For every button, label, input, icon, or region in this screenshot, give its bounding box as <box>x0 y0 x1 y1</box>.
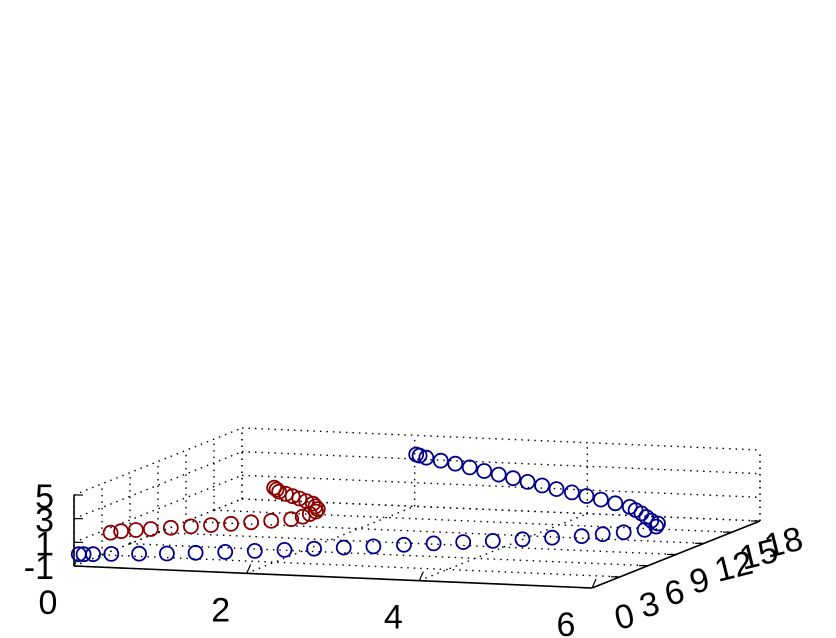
data-point-series-2 <box>309 501 326 518</box>
data-point-series-1 <box>217 544 234 560</box>
data-point-series-1 <box>548 481 565 498</box>
data-point-series-2 <box>182 518 199 535</box>
data-point-series-2 <box>271 483 288 500</box>
data-point-series-1 <box>461 459 478 476</box>
data-point-series-2 <box>266 479 283 496</box>
y-tick-label: 9 <box>686 560 714 601</box>
grid-line-back-z <box>241 427 761 451</box>
data-point-series-1 <box>650 515 666 532</box>
data-point-series-2 <box>127 522 144 538</box>
x-tick-mark <box>246 564 252 574</box>
data-point-series-2 <box>263 512 280 529</box>
data-point-series-1 <box>131 545 148 562</box>
z-tick-label: -1 <box>24 549 54 587</box>
data-points <box>70 446 666 563</box>
data-point-series-1 <box>447 455 464 472</box>
z-tick-label: 1 <box>35 525 54 563</box>
data-point-series-1 <box>418 449 435 466</box>
data-point-series-2 <box>284 488 301 505</box>
x-tick-mark <box>418 571 424 581</box>
data-point-series-1 <box>85 546 101 563</box>
data-point-series-1 <box>365 538 382 555</box>
data-point-series-2 <box>223 515 239 532</box>
data-point-series-1 <box>564 484 580 501</box>
z-tick-label: 5 <box>35 478 54 516</box>
data-point-series-2 <box>268 481 285 498</box>
data-point-series-1 <box>187 544 204 561</box>
data-point-series-2 <box>304 495 321 512</box>
data-point-series-2 <box>307 498 324 515</box>
data-point-series-1 <box>544 529 560 546</box>
grid-line-left-z <box>73 474 243 543</box>
grid-line-back-z <box>241 450 761 475</box>
data-point-series-2 <box>298 493 315 510</box>
data-point-series-2 <box>243 514 260 531</box>
data-point-series-1 <box>103 546 120 562</box>
data-point-series-1 <box>425 535 442 552</box>
data-point-series-1 <box>615 524 632 541</box>
x-axis-line <box>73 565 593 589</box>
data-point-series-2 <box>283 511 300 528</box>
y-tick-label: 18 <box>761 520 807 566</box>
grid-line-left-z <box>73 451 243 520</box>
data-point-series-2 <box>102 524 119 541</box>
grid-line-floor-y <box>129 542 649 567</box>
axes <box>73 494 761 589</box>
data-point-series-1 <box>607 495 624 512</box>
data-point-series-1 <box>490 466 507 483</box>
data-point-series-1 <box>505 470 521 487</box>
x-tick-label: 6 <box>557 606 576 638</box>
data-point-series-1 <box>408 446 425 463</box>
data-point-series-2 <box>162 519 179 536</box>
data-point-series-1 <box>75 546 92 563</box>
grid-line-left-z <box>73 427 243 496</box>
grid-line-back-z <box>241 474 761 499</box>
x-tick-mark <box>591 578 597 589</box>
y-tick-label: 6 <box>661 572 689 613</box>
data-point-series-1 <box>621 498 638 515</box>
data-point-series-1 <box>594 526 611 543</box>
y-tick-label: 15 <box>736 532 782 578</box>
grid-line-floor-y <box>101 554 621 578</box>
grid <box>73 427 761 589</box>
data-point-series-1 <box>335 539 352 556</box>
y-tick-label: 0 <box>611 596 639 637</box>
data-point-series-1 <box>158 545 175 562</box>
data-point-series-2 <box>113 523 129 540</box>
data-point-series-1 <box>578 488 595 504</box>
y-tick-label: 12 <box>711 544 757 590</box>
data-point-series-1 <box>276 542 293 558</box>
grid-line-left-z <box>73 498 243 567</box>
data-point-series-1 <box>484 533 501 549</box>
grid-line-floor-x <box>246 505 415 574</box>
data-point-series-1 <box>455 534 472 550</box>
data-point-series-1 <box>395 536 412 553</box>
data-point-series-2 <box>308 503 324 520</box>
data-point-series-2 <box>291 490 308 507</box>
data-point-series-1 <box>476 463 493 479</box>
x-tick-label: 4 <box>384 599 403 637</box>
data-point-series-1 <box>573 528 590 545</box>
data-point-series-1 <box>432 452 449 469</box>
data-point-series-2 <box>142 521 159 537</box>
data-point-series-1 <box>514 531 531 548</box>
x-tick-label: 0 <box>39 584 58 622</box>
y-tick-label: 3 <box>636 584 664 625</box>
grid-line-floor-y <box>157 531 677 556</box>
z-tick-label: 3 <box>35 502 54 540</box>
x-tick-label: 2 <box>211 591 230 629</box>
data-point-series-1 <box>534 477 550 494</box>
data-point-series-1 <box>593 491 609 508</box>
data-point-series-1 <box>519 473 536 490</box>
data-point-series-2 <box>294 508 311 525</box>
data-point-series-1 <box>246 543 263 559</box>
data-point-series-1 <box>306 540 323 557</box>
grid-line-floor-y <box>185 520 705 545</box>
data-point-series-2 <box>203 517 219 533</box>
